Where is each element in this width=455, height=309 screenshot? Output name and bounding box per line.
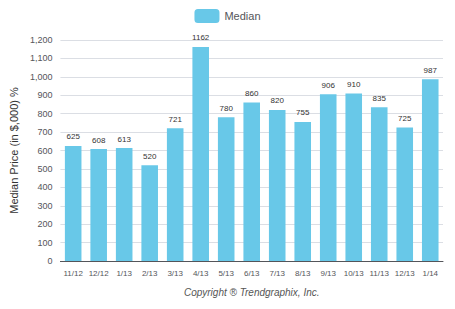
svg-text:10/13: 10/13 bbox=[344, 269, 365, 278]
svg-text:0: 0 bbox=[47, 256, 52, 266]
svg-text:725: 725 bbox=[398, 114, 412, 123]
svg-text:11/13: 11/13 bbox=[370, 269, 390, 278]
svg-text:608: 608 bbox=[92, 136, 106, 145]
svg-text:1162: 1162 bbox=[192, 33, 210, 42]
svg-text:1,100: 1,100 bbox=[30, 53, 53, 63]
svg-text:9/13: 9/13 bbox=[320, 269, 336, 278]
svg-text:755: 755 bbox=[296, 108, 310, 117]
svg-text:600: 600 bbox=[37, 146, 52, 156]
svg-text:100: 100 bbox=[37, 238, 52, 248]
svg-text:910: 910 bbox=[347, 80, 361, 89]
svg-text:780: 780 bbox=[220, 104, 234, 113]
svg-text:987: 987 bbox=[424, 66, 438, 75]
svg-text:800: 800 bbox=[37, 109, 52, 119]
svg-text:835: 835 bbox=[373, 94, 387, 103]
svg-text:1/14: 1/14 bbox=[422, 269, 438, 278]
svg-text:11/12: 11/12 bbox=[63, 269, 83, 278]
svg-text:Median: Median bbox=[224, 10, 260, 22]
svg-text:1/13: 1/13 bbox=[116, 269, 132, 278]
svg-text:300: 300 bbox=[37, 201, 52, 211]
svg-text:200: 200 bbox=[37, 219, 52, 229]
svg-text:1,000: 1,000 bbox=[30, 72, 53, 82]
svg-text:906: 906 bbox=[322, 81, 336, 90]
svg-text:520: 520 bbox=[143, 152, 157, 161]
svg-text:860: 860 bbox=[245, 89, 259, 98]
svg-text:613: 613 bbox=[118, 135, 132, 144]
svg-text:12/13: 12/13 bbox=[395, 269, 416, 278]
svg-text:721: 721 bbox=[169, 115, 183, 124]
svg-text:3/13: 3/13 bbox=[167, 269, 183, 278]
svg-text:700: 700 bbox=[37, 127, 52, 137]
svg-text:1,200: 1,200 bbox=[30, 35, 53, 45]
svg-text:Copyright ® Trendgraphix, Inc.: Copyright ® Trendgraphix, Inc. bbox=[184, 287, 320, 298]
svg-text:625: 625 bbox=[66, 132, 80, 141]
svg-text:820: 820 bbox=[271, 96, 285, 105]
svg-text:500: 500 bbox=[37, 164, 52, 174]
svg-text:6/13: 6/13 bbox=[244, 269, 260, 278]
svg-text:4/13: 4/13 bbox=[193, 269, 209, 278]
svg-text:7/13: 7/13 bbox=[269, 269, 285, 278]
svg-text:5/13: 5/13 bbox=[218, 269, 234, 278]
svg-text:Median Price (in $,000) %: Median Price (in $,000) % bbox=[8, 87, 20, 214]
svg-text:400: 400 bbox=[37, 182, 52, 192]
svg-text:12/12: 12/12 bbox=[89, 269, 110, 278]
svg-text:8/13: 8/13 bbox=[295, 269, 311, 278]
svg-text:2/13: 2/13 bbox=[142, 269, 158, 278]
svg-text:900: 900 bbox=[37, 90, 52, 100]
